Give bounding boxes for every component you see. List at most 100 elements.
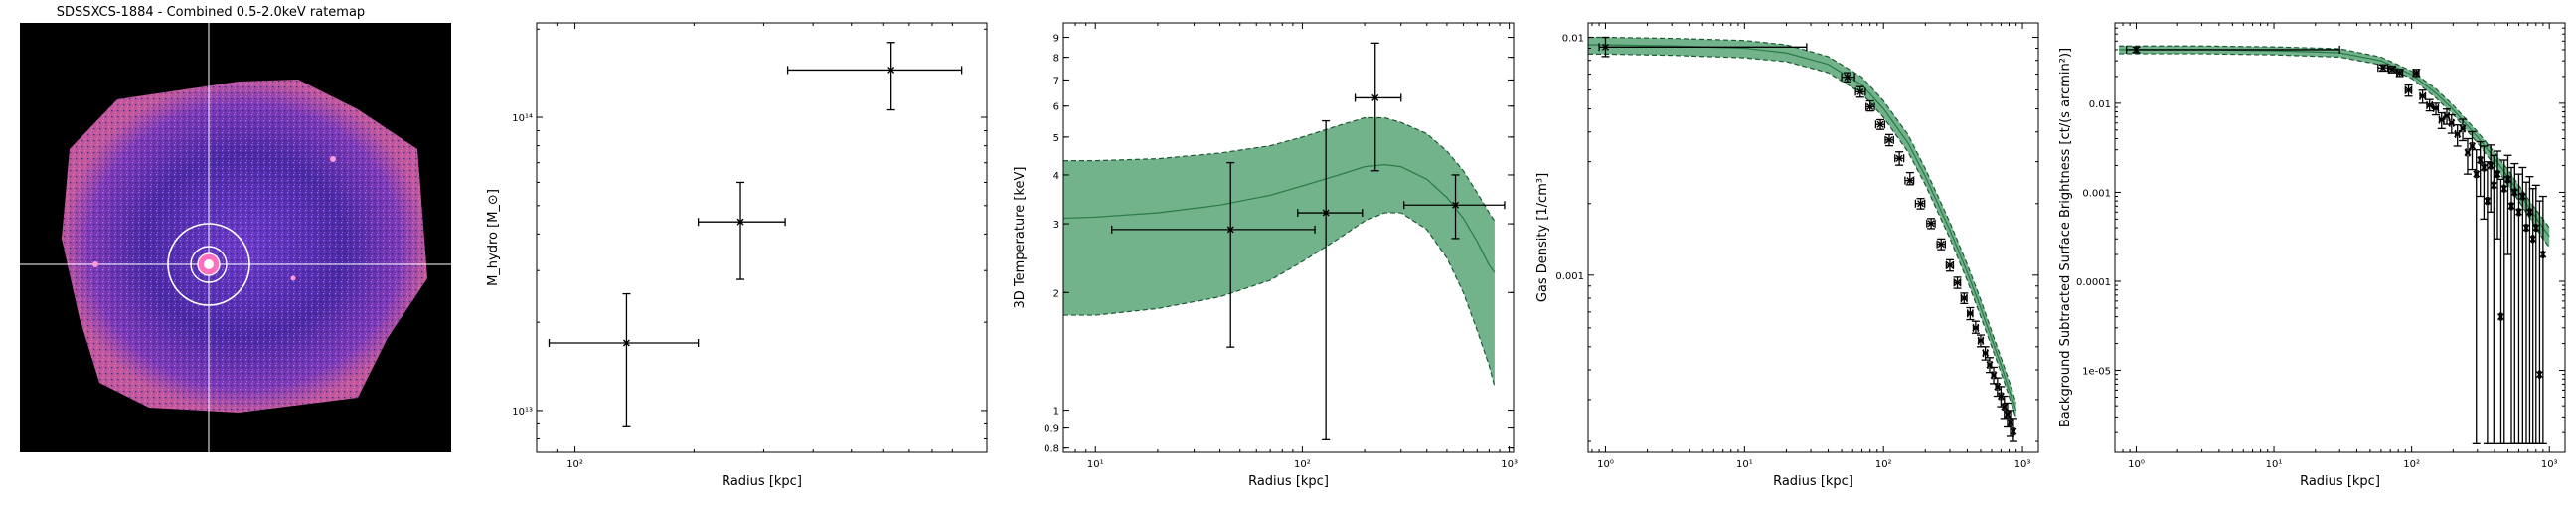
x-tick-label: 10³ [2014,459,2031,470]
x-tick-label: 10² [1294,459,1311,470]
data-point [2480,145,2489,221]
data-point [2009,418,2017,442]
y-tick-label: 8 [1053,54,1059,65]
data-point [2404,84,2413,97]
data-point [786,42,963,111]
y-tick-label: 6 [1053,102,1059,113]
data-point [1904,171,1915,186]
axes-frame [536,22,988,453]
ratemap-title: SDSSXCS-1884 - Combined 0.5-2.0keV ratem… [57,5,365,20]
data-point [1598,36,1808,58]
data-point [2499,159,2508,444]
data-point [2535,200,2544,444]
data-point [1865,99,1875,112]
y-tick-label: 0.9 [1044,424,1059,435]
mass-profile-panel: 10² 10¹³ 10¹⁴ Radius [kpc] M_hydro [M_⊙] [486,22,988,489]
data-point [2510,162,2519,444]
x-tick-label: 10¹ [1736,459,1753,470]
x-tick-label: 10¹ [1087,459,1104,470]
ratemap-cluster-peak [204,259,214,269]
axes-frame [1587,22,2039,453]
data-point [2395,69,2404,78]
data-point [2483,161,2492,444]
y-tick-label: 0.001 [1555,271,1584,282]
confidence-band [1063,117,1495,387]
data-point [2007,410,2015,437]
data-point [2432,102,2441,116]
data-point [2493,150,2501,240]
data-point [697,181,786,280]
band-upper-edge [1588,36,2017,404]
x-tick-label: 10¹ [2266,459,2283,470]
x-tick-label: 10⁰ [1597,459,1614,470]
density-profile-panel: 10⁰ 10¹ 10² 10³ 0.001 0.01 Radius [kpc] Gas Den… [1535,22,2039,489]
x-tick-label: 10³ [2541,459,2558,470]
axes-frame [1062,22,1515,453]
confidence-band [1588,37,2016,419]
data-point [1945,258,1955,272]
data-point [2425,98,2434,112]
ratemap-point-source [92,261,98,267]
data-point [1854,85,1866,98]
y-axis-label: M_hydro [M_⊙] [486,189,501,286]
y-tick-label: 1 [1053,407,1059,418]
data-point [2377,64,2389,73]
data-point [2412,69,2421,78]
confidence-band [2119,46,2550,248]
data-point [2514,173,2523,444]
data-point [2472,149,2481,444]
y-axis-label: 3D Temperature [keV] [1013,167,1028,309]
data-point [548,292,700,427]
data-point [1976,334,1985,348]
x-axis-label: Radius [kpc] [1773,474,1853,489]
band-lower-edge [1588,53,2017,420]
x-tick-label: 10² [1875,459,1892,470]
data-point [2521,181,2530,444]
data-point [2538,195,2547,444]
band-upper-edge [2119,45,2550,229]
data-point [1960,292,1969,304]
data-point [2463,137,2472,175]
data-point [2387,65,2396,74]
y-tick-label: 0.0001 [2076,277,2111,288]
data-point [1354,42,1402,172]
y-tick-label: 0.001 [2082,188,2111,199]
data-point [1990,366,1999,385]
y-tick-label: 0.01 [1562,34,1584,45]
data-point [1841,72,1855,83]
x-axis-label: Radius [kpc] [2300,474,2380,489]
data-point [1981,346,1990,361]
x-axis-label: Radius [kpc] [722,474,802,489]
data-point [1936,238,1946,251]
ratemap-point-source [330,156,336,162]
data-point [1966,306,1975,321]
y-tick-label: 10¹³ [512,407,533,418]
y-axis-label: Gas Density [1/cm³] [1535,173,1550,302]
data-point [1403,174,1506,240]
data-point [1953,276,1962,289]
y-tick-label: 0.8 [1044,444,1059,455]
y-tick-label: 10¹⁴ [512,113,533,124]
x-axis-label: Radius [kpc] [1248,474,1329,489]
data-point [1914,198,1926,210]
data-point [2459,118,2468,142]
data-point [1111,161,1316,348]
y-tick-label: 5 [1053,133,1059,144]
data-point [1894,151,1905,166]
data-point [2418,89,2427,104]
surface-brightness-profile-panel: 10⁰ 10¹ 10² 10³ 1e-05 0.0001 0.001 0.01 Radius [… [2058,22,2566,489]
y-tick-label: 7 [1053,76,1059,86]
data-point [2503,154,2512,255]
temperature-profile-panel: 10¹ 10² 10³ 0.8 0.9 1 2 3 4 5 6 7 8 9 Radius [kpc] 3D T… [1013,22,1518,489]
x-tick-label: 10² [2403,459,2420,470]
data-point [2468,130,2477,171]
y-tick-label: 2 [1053,288,1059,299]
x-tick-label: 10⁰ [2128,459,2145,470]
y-tick-label: 9 [1053,34,1059,45]
data-point [1971,320,1980,334]
ratemap-inner-aperture [190,246,228,283]
data-point [2487,144,2496,213]
data-point [2476,140,2485,198]
data-point [1874,118,1886,130]
